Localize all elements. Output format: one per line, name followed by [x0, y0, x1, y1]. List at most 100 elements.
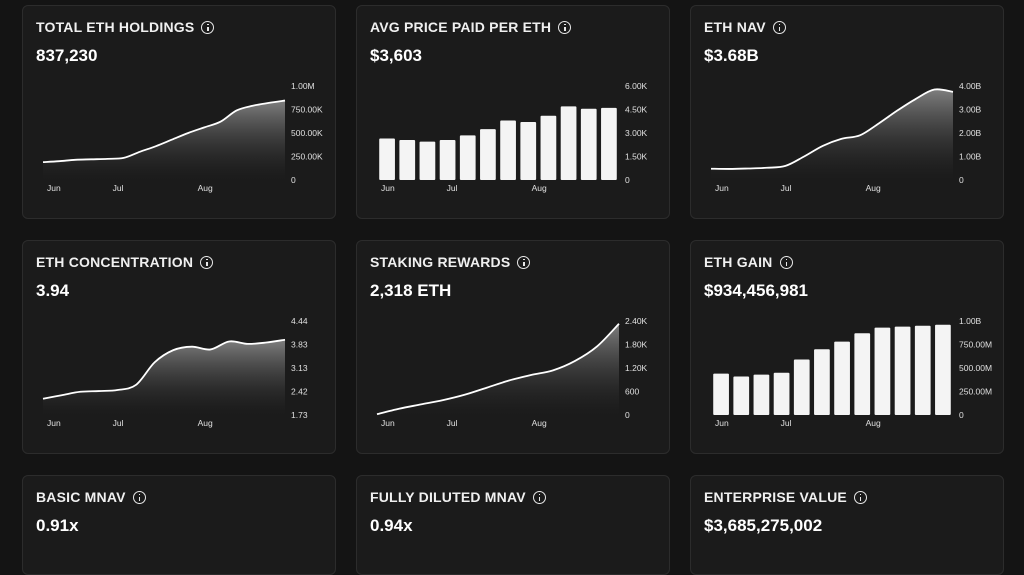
y-tick-label: 0 — [959, 410, 964, 420]
bar — [894, 326, 911, 415]
series-line — [710, 88, 954, 170]
info-icon[interactable] — [532, 490, 546, 504]
x-tick-label: Jun — [715, 183, 729, 193]
card-title: TOTAL ETH HOLDINGS — [36, 19, 215, 35]
x-tick-label: Aug — [198, 418, 213, 428]
y-tick-label: 3.13 — [291, 363, 308, 373]
x-tick-label: Aug — [866, 183, 881, 193]
bar — [601, 107, 617, 180]
y-tick-label: 500.00M — [959, 363, 992, 373]
x-tick-label: Jun — [381, 183, 395, 193]
y-tick-label: 1.80K — [625, 340, 648, 350]
info-icon[interactable] — [772, 20, 786, 34]
y-tick-label: 750.00K — [291, 105, 323, 115]
x-tick-label: Jul — [447, 418, 458, 428]
bar — [480, 129, 496, 180]
total-eth-holdings-card: TOTAL ETH HOLDINGS 837,230 1.00M 750.00K 5… — [22, 5, 336, 219]
bar — [713, 373, 729, 415]
y-tick-label: 2.00B — [959, 128, 982, 138]
series-line — [42, 99, 286, 164]
basic-mnav-card: BASIC MNAV 0.91x — [22, 475, 336, 575]
x-tick-label: Jun — [47, 418, 61, 428]
card-value: $934,456,981 — [704, 281, 808, 300]
y-tick-label: 500.00K — [291, 128, 323, 138]
y-tick-label: 1.00B — [959, 316, 982, 326]
series-line — [376, 323, 620, 416]
bar — [459, 135, 476, 180]
card-value: 0.91x — [36, 516, 79, 535]
card-title: ENTERPRISE VALUE — [704, 489, 867, 505]
x-tick-label: Jun — [381, 418, 395, 428]
bar — [834, 341, 850, 415]
series-line — [42, 338, 286, 400]
avg-price-paid-chart: 6.00K 4.50K 3.00K 1.50K 0 Jun Jul Aug — [379, 81, 648, 193]
x-tick-label: Jun — [47, 183, 61, 193]
eth-gain-chart: 1.00B 750.00M 500.00M 250.00M 0 Jun Jul Aug — [713, 316, 992, 428]
info-icon[interactable] — [132, 490, 146, 504]
y-tick-label: 6.00K — [625, 81, 648, 91]
bar — [733, 376, 750, 415]
y-tick-label: 250.00K — [291, 152, 323, 162]
area-fill — [43, 100, 285, 180]
bar — [753, 374, 770, 415]
info-icon[interactable] — [201, 20, 215, 34]
x-tick-label: Jul — [781, 418, 792, 428]
x-tick-label: Jun — [715, 418, 729, 428]
info-icon[interactable] — [200, 255, 214, 269]
card-title: STAKING REWARDS — [370, 254, 531, 270]
info-icon[interactable] — [517, 255, 531, 269]
x-tick-label: Aug — [532, 183, 547, 193]
bar — [399, 140, 416, 180]
info-icon[interactable] — [558, 20, 572, 34]
x-tick-label: Jul — [113, 418, 124, 428]
info-icon[interactable] — [779, 255, 793, 269]
y-tick-label: 4.00B — [959, 81, 982, 91]
card-value: $3,685,275,002 — [704, 516, 823, 535]
x-tick-label: Aug — [198, 183, 213, 193]
x-tick-label: Jul — [113, 183, 124, 193]
area-fill — [377, 323, 619, 415]
bar — [520, 122, 537, 180]
card-value: 837,230 — [36, 46, 98, 65]
eth-gain-card: ETH GAIN $934,456,981 1.00B 750.00M 500.00… — [690, 240, 1004, 454]
y-tick-label: 0 — [625, 175, 630, 185]
bar — [500, 120, 516, 180]
x-tick-label: Jul — [447, 183, 458, 193]
eth-concentration-card: ETH CONCENTRATION 3.94 4.44 3.83 3.13 2.42 1… — [22, 240, 336, 454]
y-tick-label: 1.73 — [291, 410, 308, 420]
y-tick-label: 0 — [625, 410, 630, 420]
enterprise-value-card: ENTERPRISE VALUE $3,685,275,002 — [690, 475, 1004, 575]
y-tick-label: 600 — [625, 387, 639, 397]
card-value: $3.68B — [704, 46, 759, 65]
y-tick-label: 1.20K — [625, 363, 648, 373]
y-tick-label: 4.50K — [625, 105, 648, 115]
y-tick-label: 1.00B — [959, 152, 982, 162]
card-value: 0.94x — [370, 516, 413, 535]
y-tick-label: 2.42 — [291, 387, 308, 397]
total-eth-holdings-chart: 1.00M 750.00K 500.00K 250.00K 0 Jun Jul Aug — [42, 81, 323, 193]
y-tick-label: 750.00M — [959, 340, 992, 350]
bar — [419, 141, 436, 180]
y-tick-label: 1.50K — [625, 152, 648, 162]
avg-price-paid-card: AVG PRICE PAID PER ETH $3,603 6.00K 4.50K… — [356, 5, 670, 219]
card-title: AVG PRICE PAID PER ETH — [370, 19, 572, 35]
area-fill — [711, 89, 953, 180]
x-tick-label: Jul — [781, 183, 792, 193]
x-tick-label: Aug — [532, 418, 547, 428]
card-title: ETH NAV — [704, 19, 786, 35]
bar — [379, 138, 395, 180]
y-tick-label: 3.00K — [625, 128, 648, 138]
staking-rewards-card: STAKING REWARDS 2,318 ETH 2.40K 1.80K 1.20… — [356, 240, 670, 454]
info-icon[interactable] — [853, 490, 867, 504]
card-title: ETH GAIN — [704, 254, 793, 270]
y-tick-label: 0 — [291, 175, 296, 185]
card-value: 2,318 ETH — [370, 281, 452, 300]
card-value: 3.94 — [36, 281, 70, 300]
card-title: ETH CONCENTRATION — [36, 254, 214, 270]
y-tick-label: 0 — [959, 175, 964, 185]
y-tick-label: 3.00B — [959, 105, 982, 115]
y-tick-label: 3.83 — [291, 340, 308, 350]
card-title: FULLY DILUTED MNAV — [370, 489, 546, 505]
card-title: BASIC MNAV — [36, 489, 146, 505]
